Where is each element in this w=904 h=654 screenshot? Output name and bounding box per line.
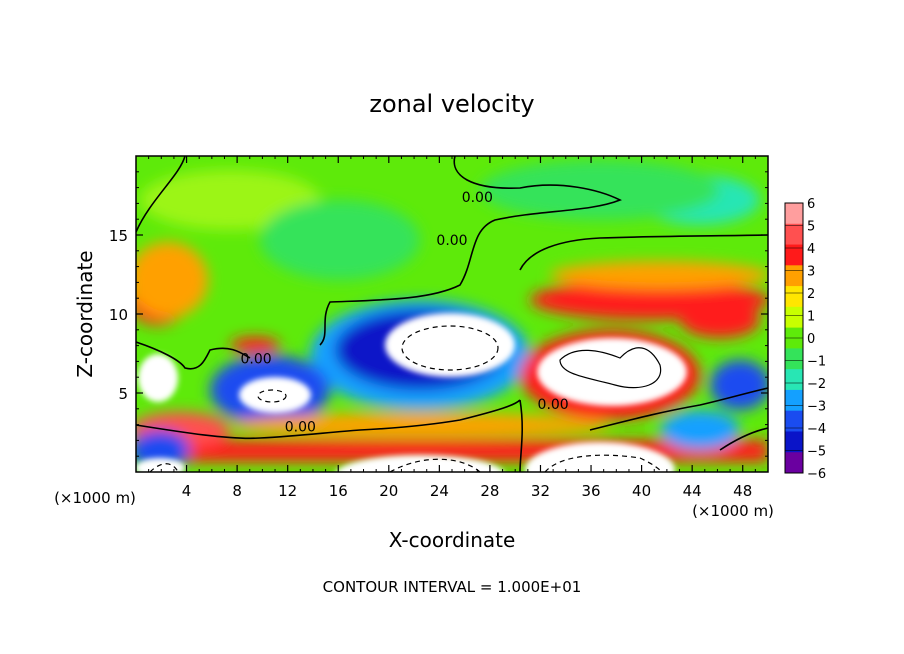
colorbar-label: 1	[807, 310, 815, 325]
colorbar-label: −5	[807, 445, 826, 460]
colorbar-swatch	[785, 223, 803, 246]
colorbar-swatch	[785, 203, 803, 225]
x-unit-label-right: (×1000 m)	[692, 502, 774, 520]
colorbar-swatch	[785, 369, 803, 391]
x-tick-label: 16	[329, 482, 348, 500]
contour-label: 0.00	[538, 397, 569, 413]
colorbar: 6 5 4 3 2 1 0 −1 −2 −3 −4 −5 −6	[784, 197, 826, 482]
colorbar-label: 6	[807, 197, 815, 212]
colorbar-swatch	[785, 410, 803, 432]
y-axis-label: Z-coordinate	[73, 250, 97, 377]
contour-label: 0.00	[436, 233, 467, 249]
x-tick-label: 24	[430, 482, 449, 500]
contour-labels: 0.00 0.00 0.00 0.00 0.00	[240, 190, 569, 435]
y-tick-label: 15	[109, 227, 128, 245]
x-unit-label-left: (×1000 m)	[54, 489, 136, 507]
contour-label: 0.00	[285, 419, 316, 435]
x-axis-label: X-coordinate	[389, 528, 516, 552]
colorbar-label: −4	[807, 422, 826, 437]
x-tick-label: 44	[683, 482, 702, 500]
y-tick-label: 10	[109, 306, 128, 324]
contour-interval-note: CONTOUR INTERVAL = 1.000E+01	[323, 578, 582, 596]
colorbar-label: −3	[807, 400, 826, 415]
colorbar-swatch	[785, 452, 803, 474]
colorbar-label: 4	[807, 242, 815, 257]
colorbar-swatch	[785, 306, 803, 329]
colorbar-label: 3	[807, 265, 815, 280]
colorbar-label: −1	[807, 355, 826, 370]
x-tick-label: 40	[632, 482, 651, 500]
x-tick-label: 48	[733, 482, 752, 500]
colorbar-label: 2	[807, 287, 815, 302]
x-tick-label: 12	[278, 482, 297, 500]
y-tick-label: 5	[118, 385, 128, 403]
colorbar-label: −6	[807, 467, 826, 482]
velocity-field	[136, 156, 768, 472]
colorbar-label: 5	[807, 220, 815, 235]
x-tick-label: 20	[379, 482, 398, 500]
x-tick-label: 36	[581, 482, 600, 500]
colorbar-label: 0	[807, 332, 815, 347]
colorbar-swatch	[785, 389, 803, 412]
x-axis-ticks: 4 8 12 16 20 24 28 32 36 40 44 48	[148, 156, 756, 500]
x-tick-label: 32	[531, 482, 550, 500]
colorbar-swatch	[785, 348, 803, 370]
x-tick-label: 8	[232, 482, 242, 500]
chart-title: zonal velocity	[369, 90, 534, 118]
contour-label: 0.00	[240, 351, 271, 367]
y-axis-ticks: 5 10 15	[109, 171, 768, 457]
colorbar-swatch	[785, 265, 803, 287]
contour-label: 0.00	[462, 190, 493, 206]
colorbar-swatch	[785, 431, 803, 453]
colorbar-swatch	[785, 244, 803, 266]
x-tick-label: 4	[182, 482, 192, 500]
colorbar-swatch	[785, 286, 803, 308]
colorbar-label: −2	[807, 377, 826, 392]
x-tick-label: 28	[480, 482, 499, 500]
